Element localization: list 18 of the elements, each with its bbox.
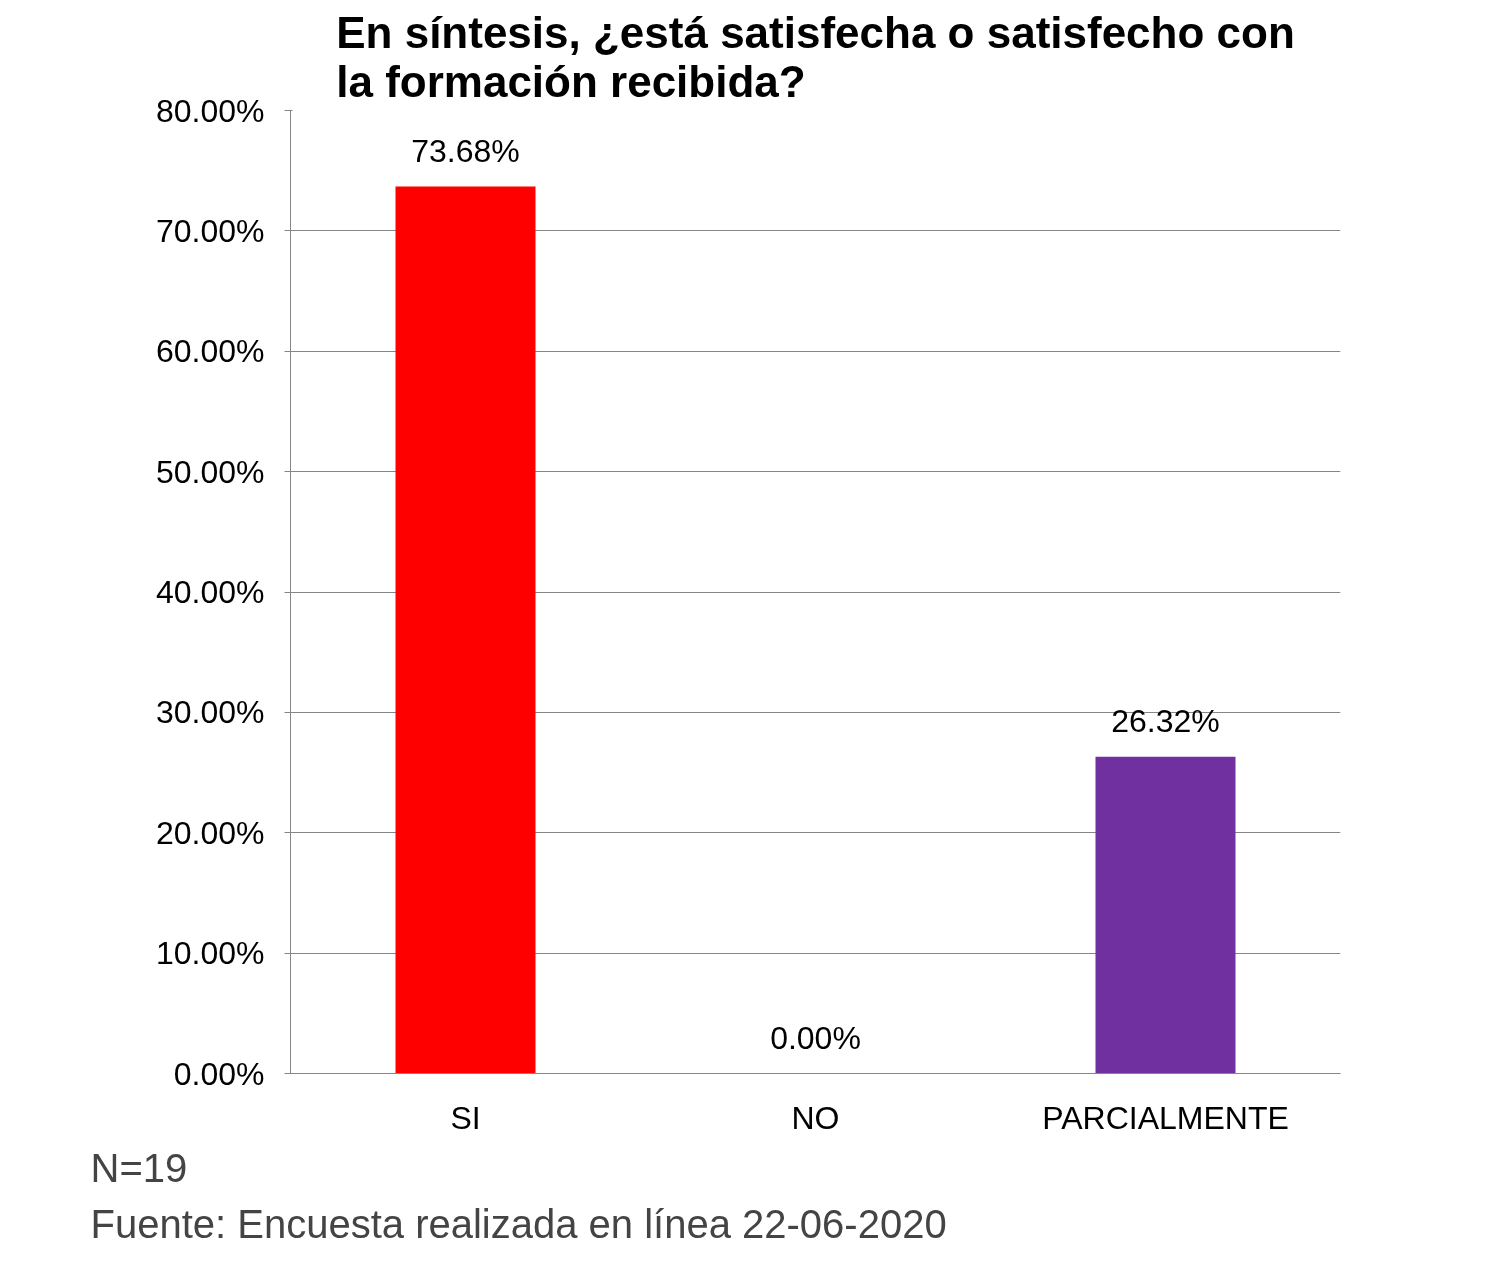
y-tick-label: 20.00% — [155, 814, 265, 851]
y-tick-label: 10.00% — [155, 935, 265, 972]
y-tick-label: 50.00% — [155, 453, 265, 490]
x-tick-label: NO — [791, 1099, 840, 1136]
y-tick-label: 40.00% — [155, 574, 265, 610]
y-tick-label: 60.00% — [155, 333, 265, 370]
y-tick-label: 30.00% — [155, 694, 265, 731]
y-tick-label: 0.00% — [173, 1055, 265, 1092]
text: N=19 — [90, 1145, 188, 1190]
data-label: 0.00% — [770, 1019, 861, 1056]
x-tick-label: SI — [450, 1099, 481, 1136]
y-tick-label: 70.00% — [155, 212, 265, 249]
chart-title: En síntesis, ¿está satisfecha o satisfecho con la formación recibida? — [336, 7, 1295, 106]
data-label: 26.32% — [1111, 702, 1220, 739]
data-label: 73.68% — [411, 132, 520, 169]
x-tick-label: PARCIALMENTE — [1042, 1099, 1289, 1136]
source-note: Fuente: Encuesta realizada en línea 22-06-2020 — [90, 1201, 947, 1246]
y-tick-label: 80.00% — [155, 92, 265, 129]
